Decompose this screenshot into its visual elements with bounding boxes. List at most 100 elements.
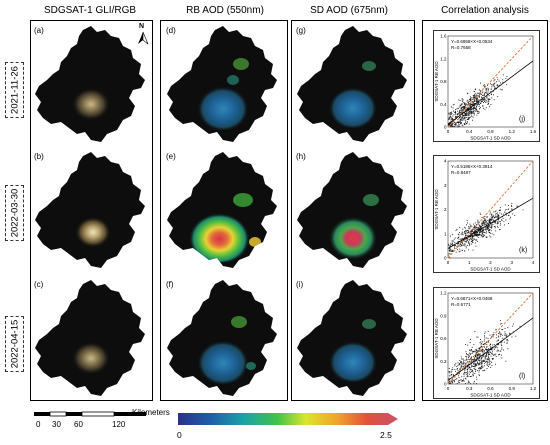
scatter-point: [448, 117, 450, 119]
scatter-point: [457, 125, 459, 127]
scatter-point: [450, 371, 452, 373]
scatter-point: [499, 335, 501, 337]
scatter-point: [464, 363, 466, 365]
scatter-point: [486, 345, 488, 347]
scatter-point: [476, 234, 478, 236]
scatter-point: [497, 85, 499, 87]
scatter-point: [453, 379, 455, 381]
scatter-point: [453, 125, 455, 127]
scatter-point: [462, 112, 464, 114]
scatter-point: [489, 232, 491, 234]
scatter-point: [473, 359, 475, 361]
scatter-point: [463, 362, 465, 364]
scatter-point: [467, 116, 469, 118]
scatter-point: [470, 96, 471, 98]
scatter-point: [462, 117, 464, 119]
scatter-point: [469, 106, 471, 108]
scatter-point: [486, 363, 488, 365]
scatter-point: [452, 122, 454, 124]
scatter-point: [454, 247, 456, 249]
y-axis-label: SDGSAT-1 RB AOD: [434, 61, 439, 102]
scatter-point: [464, 243, 466, 245]
scatter-point: [492, 353, 494, 355]
scatter-point: [469, 238, 471, 240]
scatter-point: [475, 239, 477, 241]
scatter-point: [481, 345, 482, 347]
scatter-point: [462, 107, 464, 109]
scatter-point: [463, 238, 465, 239]
scatter-point: [468, 354, 470, 356]
scatter-point: [480, 359, 482, 361]
scatter-point: [457, 120, 459, 122]
scatter-point: [469, 342, 471, 344]
scatter-point: [471, 243, 473, 245]
scatter-point: [449, 235, 451, 237]
scatter-point: [486, 92, 488, 94]
scatter-point: [467, 118, 469, 120]
scatter-point: [497, 219, 499, 221]
scatter-point: [488, 223, 489, 225]
scatter-point: [486, 355, 488, 357]
scatter-point: [450, 124, 452, 126]
scatter-point: [450, 380, 452, 382]
scatter-point: [448, 381, 450, 382]
scatter-point: [470, 358, 472, 360]
scatter-point: [458, 251, 460, 253]
scatter-point: [491, 346, 493, 348]
scatter-point: [475, 109, 477, 110]
scatter-point: [477, 103, 479, 105]
scatter-point: [482, 228, 484, 230]
scatter-point: [505, 212, 507, 214]
scatter-point: [471, 361, 472, 363]
scatter-point: [471, 360, 473, 362]
scatter-point: [491, 336, 493, 338]
scatter-point: [467, 354, 469, 356]
scatter-point: [483, 229, 485, 231]
scatter-point: [509, 218, 511, 220]
scatter-point: [487, 366, 489, 367]
scatter-point: [475, 94, 477, 96]
scatter-point: [487, 337, 489, 339]
scatter-point: [491, 223, 493, 225]
scatter-point: [471, 240, 473, 242]
scatter-point: [467, 110, 468, 112]
scatter-point: [474, 229, 476, 231]
scatter-point: [472, 235, 474, 237]
panel-label-l: (l): [519, 373, 525, 380]
scatter-point: [470, 105, 472, 107]
scatter-point: [459, 109, 461, 111]
scatter-point: [484, 365, 486, 367]
scatter-point: [465, 116, 467, 118]
scatter-point: [460, 108, 462, 109]
y-tick-label: 0: [444, 382, 447, 387]
scatter-point: [475, 352, 477, 354]
scatter-point: [466, 237, 468, 239]
colorbar-min: 0: [177, 430, 182, 440]
scatter-point: [458, 243, 460, 245]
scatter-point: [452, 249, 454, 251]
scatter-point: [484, 223, 486, 225]
scatter-point: [462, 111, 464, 113]
scatter-point: [484, 222, 486, 224]
scatter-point: [488, 225, 490, 227]
scatter-point: [450, 113, 452, 115]
scatter-point: [494, 354, 496, 356]
scatter-point: [499, 221, 501, 223]
scatter-point: [449, 253, 451, 255]
scatter-point: [467, 364, 469, 366]
scatter-point: [497, 344, 499, 346]
scatter-point: [484, 85, 486, 87]
scatter-point: [491, 352, 493, 354]
scatter-point: [478, 359, 480, 361]
scatter-point: [463, 109, 465, 111]
x-tick-label: 0: [447, 260, 450, 265]
scatter-point: [459, 114, 461, 116]
plot-frame: [447, 35, 534, 128]
scatter-point: [466, 244, 468, 246]
scatter-point: [494, 216, 496, 218]
scatter-point: [477, 110, 479, 112]
scatter-point: [500, 342, 502, 343]
scatter-point: [495, 347, 497, 349]
scatter-point: [478, 111, 480, 113]
scatter-point: [480, 354, 482, 356]
